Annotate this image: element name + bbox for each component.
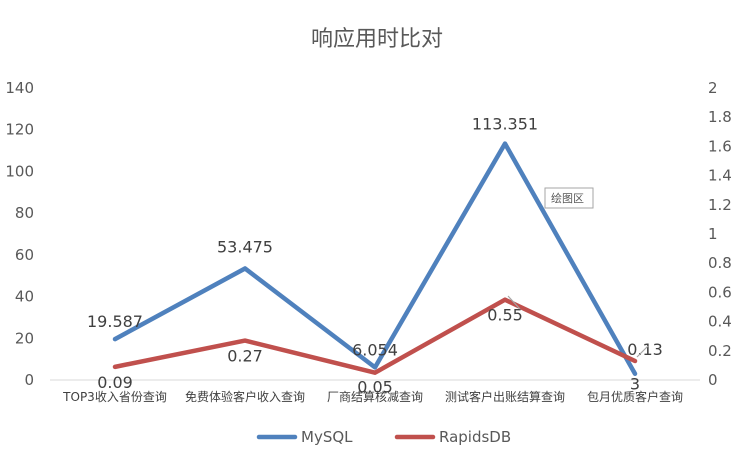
y-left-tick-label: 0: [24, 371, 34, 389]
legend-label-rapidsdb: RapidsDB: [439, 428, 511, 446]
leader-line: [507, 295, 521, 310]
x-tick-label: 测试客户出账结算查询: [445, 389, 565, 404]
y-right-tick-label: 1.2: [708, 196, 732, 214]
y-left-tick-label: 60: [15, 246, 34, 264]
leader-line: [636, 345, 649, 358]
data-label: 3: [630, 375, 640, 394]
x-tick-label: TOP3收入省份查询: [62, 390, 167, 404]
x-tick-label: 免费体验客户收入查询: [185, 389, 305, 404]
data-label: 19.587: [87, 312, 143, 331]
data-label: 6.054: [352, 340, 398, 359]
y-right-tick-label: 1.4: [708, 167, 732, 185]
y-left-tick-label: 40: [15, 288, 34, 306]
plot-area-tooltip: 绘图区: [544, 187, 594, 209]
y-right-tick-label: 2: [708, 79, 718, 97]
legend: MySQL RapidsDB: [256, 428, 511, 446]
data-label: 0.09: [97, 373, 133, 392]
x-tick-label: 厂商结算核减查询: [327, 389, 423, 404]
y-left-tick-label: 140: [5, 79, 34, 97]
y-right-tick-label: 0: [708, 371, 718, 389]
data-label: 53.475: [217, 237, 273, 256]
data-label: 0.55: [487, 306, 523, 325]
data-label: 113.351: [472, 115, 538, 134]
tooltip-label: 绘图区: [551, 191, 584, 205]
y-right-tick-label: 0.2: [708, 342, 732, 360]
y-left-tick-label: 100: [5, 162, 34, 180]
legend-label-mysql: MySQL: [301, 428, 353, 446]
series-line-rapidsdb: [112, 297, 638, 375]
y-left-tick-label: 120: [5, 121, 34, 139]
y-right-tick-label: 1.8: [708, 108, 732, 126]
series-line-mysql: [112, 141, 638, 376]
chart-title: 响应用时比对: [311, 27, 443, 52]
y-right-tick-label: 0.8: [708, 254, 732, 272]
x-tick-label: 包月优质客户查询: [587, 389, 683, 404]
data-label: 0.27: [227, 347, 263, 366]
y-right-tick-label: 0.6: [708, 283, 732, 301]
y-left-tick-label: 80: [15, 204, 34, 222]
y-right-tick-label: 0.4: [708, 313, 732, 331]
tooltip-box: [544, 187, 594, 209]
data-label: 0.05: [357, 378, 393, 397]
labels-layer: 19.587 53.475 6.054 113.351 3 0.09 0.27 0.05 0.5…: [87, 115, 663, 397]
axes-layer: 0 20 40 60 80 100 120 140 0 0.2 0.4 0.6 0.8 1 1.2 1.4 1.…: [5, 79, 732, 404]
y-left-tick-label: 20: [15, 329, 34, 347]
lines-layer: [112, 141, 638, 376]
y-right-tick-label: 1: [708, 225, 718, 243]
y-right-tick-label: 1.6: [708, 137, 732, 155]
